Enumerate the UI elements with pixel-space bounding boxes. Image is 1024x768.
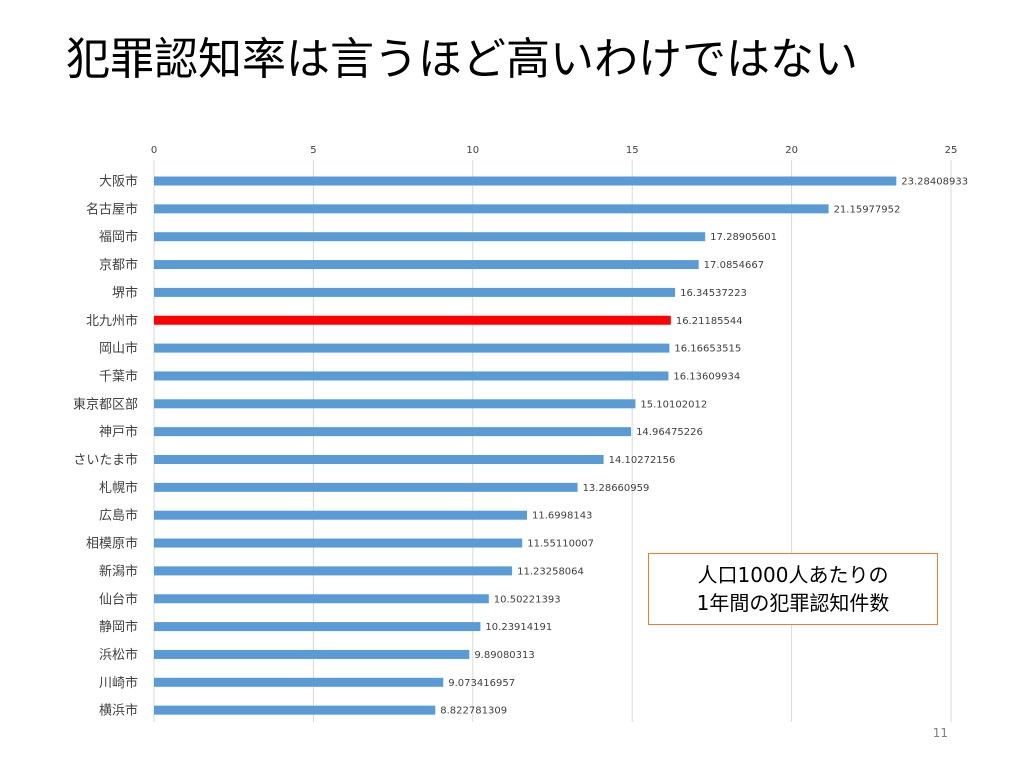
data-label: 14.10272156: [609, 455, 676, 466]
data-label: 21.15977952: [834, 204, 901, 215]
category-label: 福岡市: [99, 229, 138, 245]
category-label: 名古屋市: [86, 201, 138, 217]
category-label: 相模原市: [86, 536, 138, 552]
bars: [154, 176, 897, 715]
annotation-line-1: 人口1000人あたりの: [697, 563, 889, 587]
bar: [154, 204, 829, 214]
category-label: 北九州市: [86, 313, 138, 329]
category-label: 新潟市: [99, 563, 138, 579]
data-label: 9.89080313: [474, 650, 534, 661]
data-label: 11.6998143: [532, 511, 592, 522]
data-labels: 23.28408933 21.15977952 17.28905601 17.0854…: [440, 177, 968, 717]
category-label: 神戸市: [99, 424, 138, 440]
page-number: 11: [932, 726, 948, 740]
data-label: 14.96475226: [636, 427, 703, 438]
data-label: 16.21185544: [676, 316, 743, 327]
data-label: 15.10102012: [640, 399, 707, 410]
bar: [154, 566, 513, 576]
bar: [154, 677, 444, 687]
category-label: 岡山市: [99, 341, 138, 357]
data-label: 11.23258064: [517, 566, 584, 577]
x-tick-label: 10: [466, 145, 479, 156]
bar: [154, 260, 699, 270]
category-label: 浜松市: [99, 647, 138, 663]
annotation-line-2: 1年間の犯罪認知件数: [696, 591, 890, 615]
bar: [154, 538, 523, 548]
slide-title: 犯罪認知率は言うほど高いわけではない: [66, 34, 858, 85]
category-label: 京都市: [99, 257, 138, 273]
x-axis-ticks: 0 5 10 15 20 25: [151, 145, 958, 156]
data-label: 9.073416957: [448, 678, 515, 689]
bar: [154, 594, 489, 604]
category-label: 東京都区部: [73, 396, 138, 412]
x-tick-label: 20: [785, 145, 798, 156]
bar: [154, 705, 436, 715]
category-label: 仙台市: [99, 591, 138, 607]
category-label: 川崎市: [99, 675, 138, 691]
bar: [154, 371, 669, 381]
category-label: 広島市: [99, 508, 138, 524]
bar: [154, 232, 706, 242]
category-label: 札幌市: [99, 480, 138, 496]
data-label: 16.34537223: [680, 288, 747, 299]
category-label: 千葉市: [99, 368, 138, 384]
bar: [154, 399, 636, 409]
bar: [154, 455, 604, 464]
data-label: 17.0854667: [704, 260, 764, 271]
x-tick-label: 25: [945, 145, 958, 156]
bar: [154, 427, 632, 437]
data-label: 10.23914191: [485, 622, 552, 633]
gridlines: [153, 160, 952, 722]
data-label: 13.28660959: [583, 483, 650, 494]
x-tick-label: 15: [626, 145, 639, 156]
category-label: 静岡市: [99, 619, 138, 635]
data-label: 17.28905601: [710, 232, 777, 243]
x-tick-label: 5: [310, 145, 316, 156]
bar: [154, 649, 470, 659]
annotation-box: 人口1000人あたりの 1年間の犯罪認知件数: [648, 553, 938, 625]
bar: [154, 482, 578, 492]
bar: [154, 287, 676, 297]
bar: [154, 510, 527, 520]
data-label: 16.13609934: [673, 371, 740, 382]
data-label: 23.28408933: [901, 177, 968, 188]
data-label: 16.16653515: [674, 344, 741, 355]
bar: [154, 622, 481, 632]
category-label: さいたま市: [73, 452, 138, 468]
x-tick-label: 0: [151, 145, 157, 156]
data-label: 11.55110007: [527, 539, 594, 550]
category-labels: 大阪市名古屋市福岡市京都市堺市北九州市岡山市千葉市東京都区部神戸市さいたま市札幌…: [73, 174, 138, 719]
bar-highlighted: [154, 315, 671, 325]
data-label: 10.50221393: [494, 594, 561, 605]
category-label: 堺市: [112, 285, 138, 301]
bar: [154, 343, 670, 353]
data-label: 8.822781309: [440, 706, 507, 717]
category-label: 大阪市: [99, 174, 138, 190]
category-label: 横浜市: [99, 703, 138, 719]
bar: [154, 176, 897, 186]
